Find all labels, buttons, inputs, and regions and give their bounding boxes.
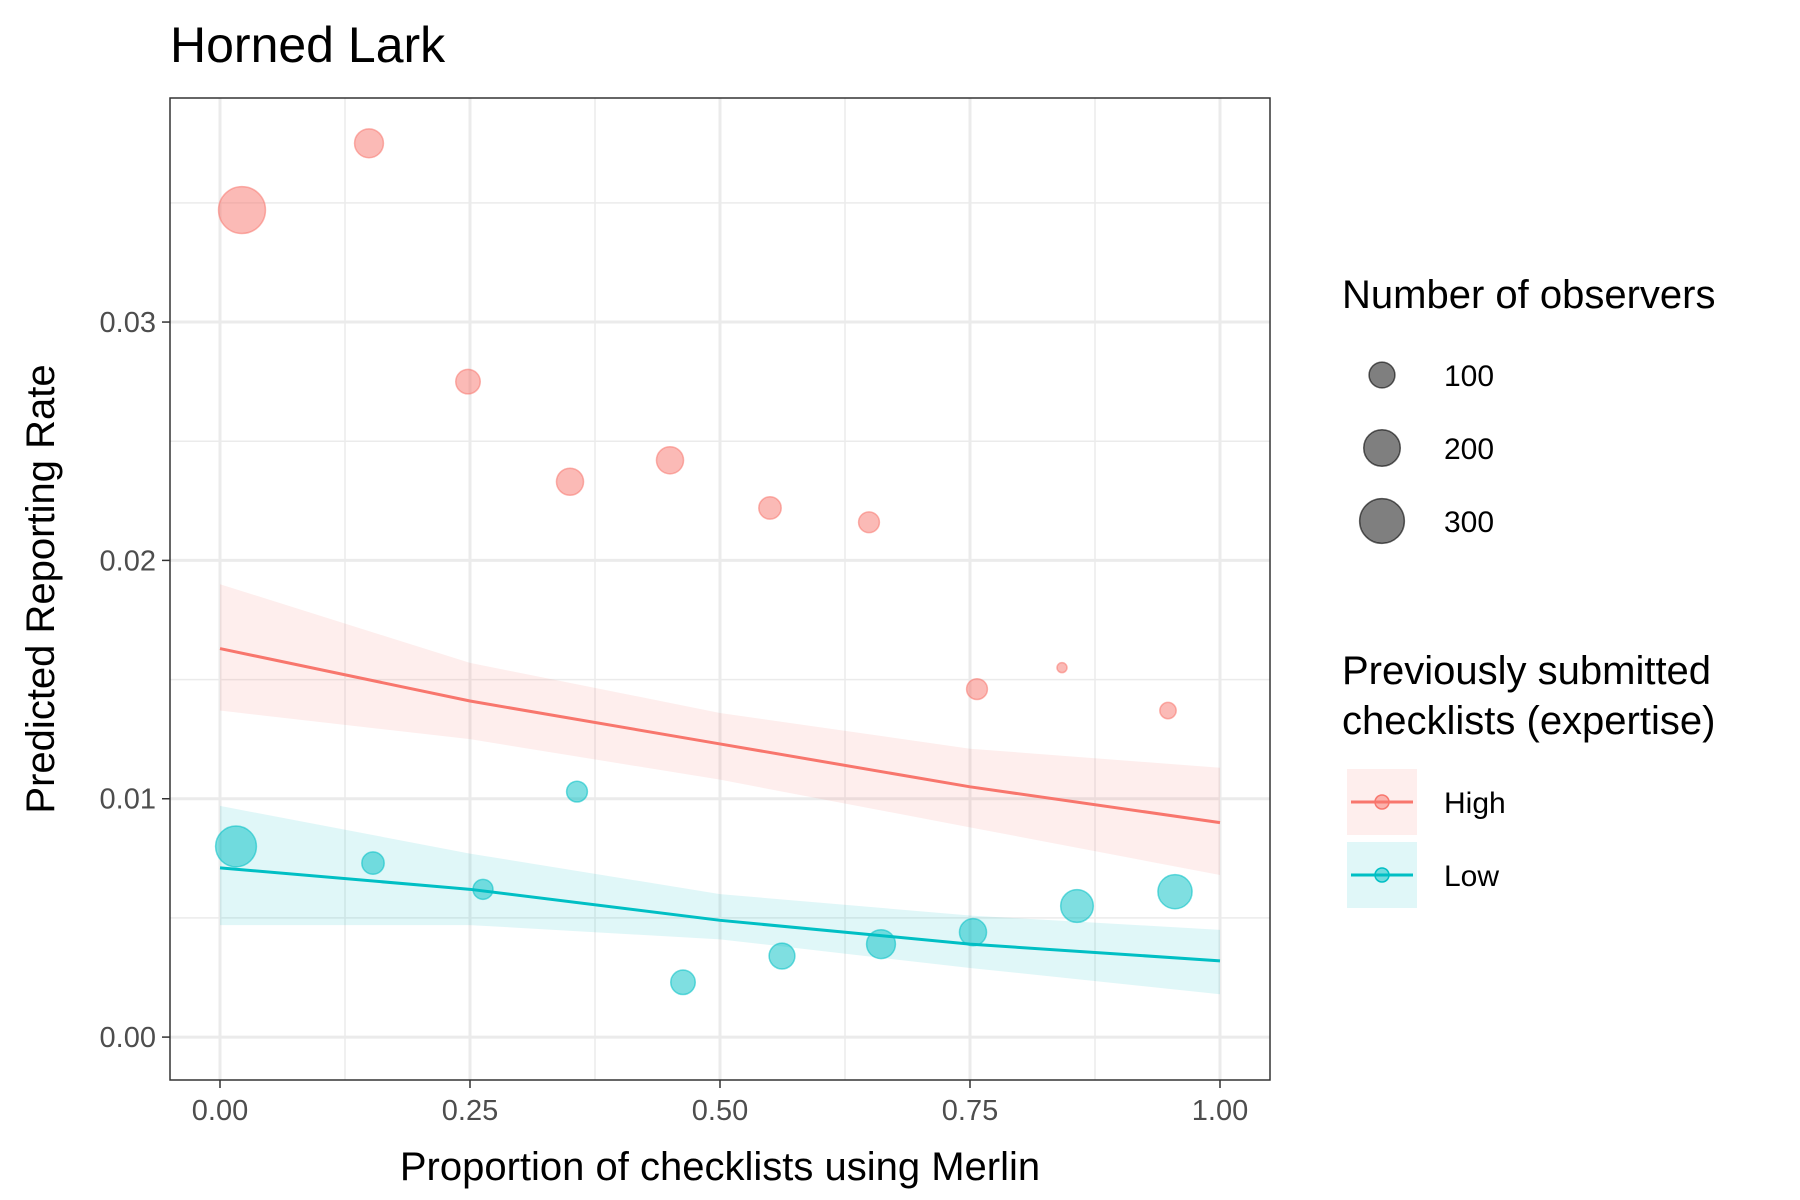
confidence-ribbons xyxy=(220,584,1220,995)
color-legend-title-line-2: checklists (expertise) xyxy=(1342,699,1715,743)
data-point-low xyxy=(768,942,796,970)
color-legend-label: Low xyxy=(1444,860,1499,893)
y-axis: 0.00 0.01 0.02 0.03 xyxy=(100,307,170,1054)
x-tick-label: 0.50 xyxy=(692,1095,748,1127)
chart-title: Horned Lark xyxy=(170,17,446,73)
data-point-high xyxy=(1159,701,1177,720)
fit-line-high xyxy=(219,647,1221,825)
data-points xyxy=(214,128,1193,996)
data-point-high xyxy=(353,128,385,159)
data-point-low xyxy=(472,878,494,901)
y-tick-label: 0.00 xyxy=(100,1022,156,1054)
color-legend: Previously submitted checklists (experti… xyxy=(1342,649,1715,908)
data-point-high xyxy=(1056,661,1068,674)
size-legend-label: 300 xyxy=(1444,506,1494,539)
data-point-low xyxy=(958,917,988,947)
color-legend-key-point xyxy=(1374,794,1390,810)
size-legend-title: Number of observers xyxy=(1342,273,1715,317)
data-point-low xyxy=(361,851,385,876)
data-point-high xyxy=(758,496,782,520)
data-point-low xyxy=(1157,873,1193,910)
ci-ribbon-high xyxy=(220,584,1220,876)
y-axis-title: Predicted Reporting Rate xyxy=(19,364,63,813)
data-point-high xyxy=(555,467,585,497)
y-tick-label: 0.01 xyxy=(100,784,156,816)
data-point-high xyxy=(455,368,481,395)
data-point-high xyxy=(217,185,267,235)
data-point-high xyxy=(655,446,685,475)
size-legend-label: 100 xyxy=(1444,360,1494,393)
size-legend-label: 200 xyxy=(1444,433,1494,466)
x-axis-title: Proportion of checklists using Merlin xyxy=(400,1145,1040,1189)
color-legend-label: High xyxy=(1444,787,1506,820)
x-tick-label: 0.25 xyxy=(442,1095,498,1127)
major-gridlines xyxy=(170,98,1270,1080)
ci-ribbon-low xyxy=(220,805,1220,995)
data-point-low xyxy=(1059,888,1095,924)
size-legend-key xyxy=(1358,497,1406,545)
fit-line-low xyxy=(219,866,1221,963)
y-tick-label: 0.03 xyxy=(100,307,156,339)
x-axis: 0.00 0.25 0.50 0.75 1.00 xyxy=(192,1080,1248,1127)
data-point-low xyxy=(865,928,897,960)
data-point-high xyxy=(857,511,881,534)
x-tick-label: 0.75 xyxy=(942,1095,998,1127)
plot-panel xyxy=(169,97,1271,1081)
data-point-high xyxy=(965,677,989,701)
fit-lines xyxy=(219,647,1221,963)
x-tick-label: 1.00 xyxy=(1192,1095,1248,1127)
y-tick-label: 0.02 xyxy=(100,545,156,577)
color-legend-title-line-1: Previously submitted xyxy=(1342,649,1711,693)
size-legend-key xyxy=(1368,361,1396,389)
data-point-low xyxy=(214,825,258,868)
x-tick-label: 0.00 xyxy=(192,1095,248,1127)
data-point-low xyxy=(565,780,589,803)
data-point-low xyxy=(670,969,696,996)
color-legend-key-point xyxy=(1374,867,1390,883)
size-legend-key xyxy=(1362,428,1402,468)
size-legend: Number of observers 100 200 300 xyxy=(1342,273,1715,545)
